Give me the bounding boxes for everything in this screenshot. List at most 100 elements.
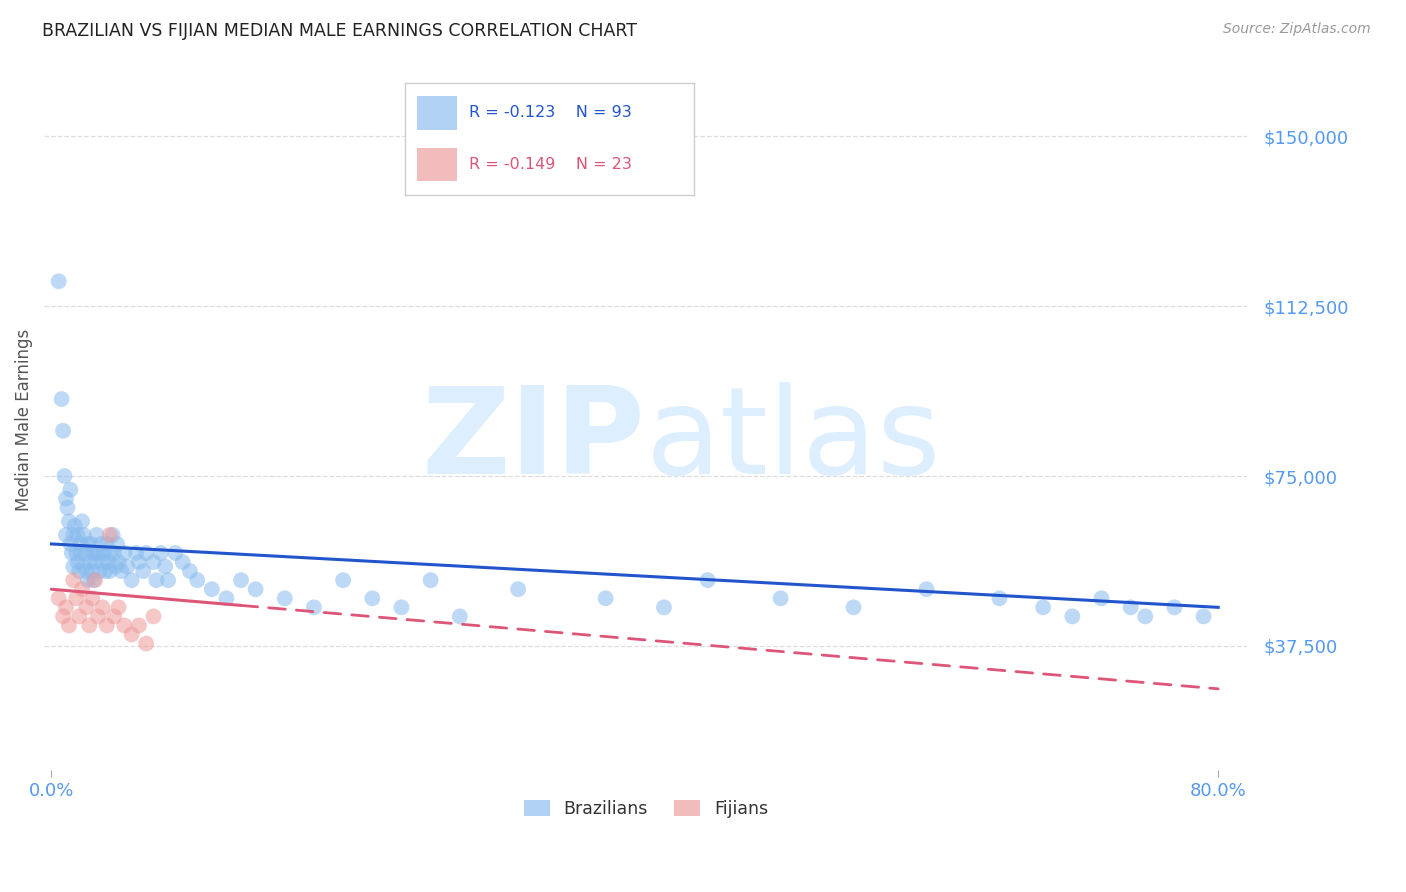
Point: [76, 537, 98, 551]
Point: [62, 528, 84, 542]
Point: [842, 600, 865, 615]
Point: [201, 582, 224, 597]
Point: [149, 546, 172, 560]
Point: [59, 537, 82, 551]
Point: [125, 546, 148, 560]
Point: [55, 528, 77, 542]
Point: [107, 600, 129, 615]
Point: [110, 564, 132, 578]
Point: [302, 600, 325, 615]
Point: [55, 491, 77, 506]
Point: [449, 609, 471, 624]
Point: [67, 609, 90, 624]
Point: [73, 546, 96, 560]
Point: [79, 618, 101, 632]
Point: [58, 618, 80, 632]
Point: [508, 582, 530, 597]
Point: [769, 591, 792, 606]
Point: [94, 564, 117, 578]
Point: [97, 555, 120, 569]
Point: [112, 546, 135, 560]
Point: [87, 609, 110, 624]
Point: [76, 573, 98, 587]
Text: ZIP: ZIP: [422, 382, 645, 499]
Point: [72, 559, 94, 574]
Point: [60, 546, 83, 560]
Point: [153, 559, 176, 574]
Point: [72, 528, 94, 542]
Point: [98, 546, 121, 560]
Text: Source: ZipAtlas.com: Source: ZipAtlas.com: [1223, 22, 1371, 37]
Point: [142, 609, 165, 624]
Point: [652, 600, 675, 615]
Point: [79, 555, 101, 569]
Point: [98, 528, 121, 542]
Point: [63, 519, 86, 533]
Point: [91, 555, 114, 569]
Point: [56, 500, 79, 515]
Point: [1119, 600, 1142, 615]
Point: [1163, 600, 1185, 615]
Point: [101, 528, 124, 542]
Point: [157, 573, 180, 587]
Point: [84, 546, 107, 560]
Point: [82, 591, 104, 606]
Y-axis label: Median Male Earnings: Median Male Earnings: [15, 328, 32, 510]
Point: [69, 537, 91, 551]
Point: [52, 609, 75, 624]
Point: [135, 546, 157, 560]
Point: [83, 573, 105, 587]
Point: [104, 559, 127, 574]
Point: [93, 546, 115, 560]
Point: [121, 627, 143, 641]
Point: [48, 591, 70, 606]
Point: [48, 274, 70, 288]
Text: atlas: atlas: [645, 382, 942, 499]
Point: [112, 618, 135, 632]
Point: [128, 618, 150, 632]
Point: [215, 591, 238, 606]
Point: [82, 546, 104, 560]
Point: [51, 392, 73, 406]
Point: [59, 483, 82, 497]
Point: [53, 469, 76, 483]
Point: [96, 618, 118, 632]
Point: [70, 582, 93, 597]
Point: [186, 573, 208, 587]
Point: [66, 528, 89, 542]
Point: [75, 600, 97, 615]
Point: [107, 555, 129, 569]
Point: [65, 546, 87, 560]
Point: [65, 591, 87, 606]
Point: [142, 555, 165, 569]
Point: [52, 424, 75, 438]
Point: [1135, 609, 1157, 624]
Point: [179, 564, 201, 578]
Point: [988, 591, 1011, 606]
Point: [229, 573, 252, 587]
Point: [86, 528, 108, 542]
Point: [91, 600, 114, 615]
Point: [55, 600, 77, 615]
Point: [103, 546, 125, 560]
Point: [87, 546, 110, 560]
Point: [145, 573, 167, 587]
Point: [67, 564, 90, 578]
Point: [121, 573, 143, 587]
Point: [1192, 609, 1215, 624]
Point: [132, 564, 155, 578]
Legend: Brazilians, Fijians: Brazilians, Fijians: [516, 793, 775, 825]
Point: [62, 559, 84, 574]
Point: [105, 537, 128, 551]
Point: [103, 609, 125, 624]
Point: [1062, 609, 1084, 624]
Point: [419, 573, 441, 587]
Point: [165, 546, 187, 560]
Point: [70, 514, 93, 528]
Point: [80, 537, 103, 551]
Point: [915, 582, 938, 597]
Point: [128, 555, 150, 569]
Point: [696, 573, 718, 587]
Point: [58, 514, 80, 528]
Point: [90, 537, 112, 551]
